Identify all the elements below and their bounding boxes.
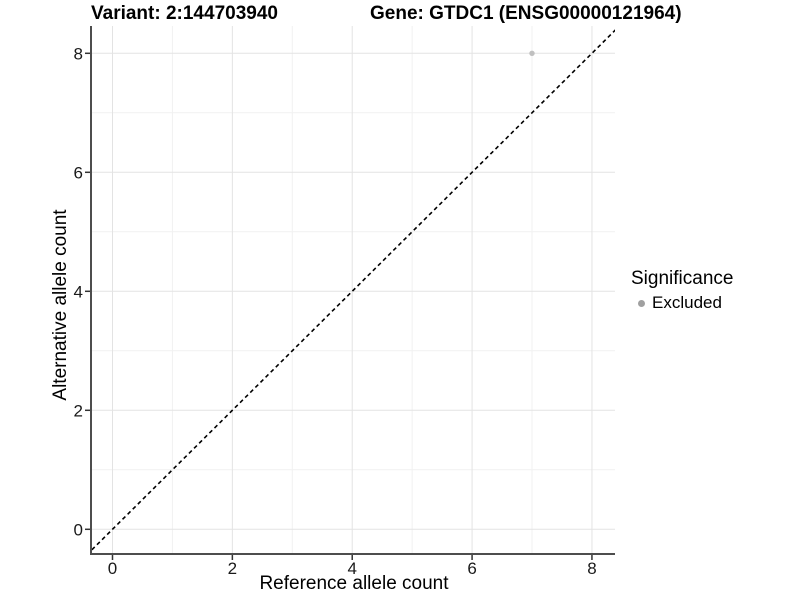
variant-title: Variant: 2:144703940 (91, 3, 278, 24)
excluded-point-icon (638, 299, 645, 307)
identity-reference-line (92, 29, 615, 551)
y-tick-label: 8 (74, 44, 83, 63)
y-tick-label: 6 (74, 163, 83, 182)
x-tick-label: 4 (347, 559, 356, 578)
x-tick-label: 8 (587, 559, 596, 578)
y-tick-label: 2 (74, 401, 83, 420)
y-tick-label: 0 (74, 520, 83, 539)
legend-item-excluded: Excluded (631, 293, 733, 313)
y-axis-title: Alternative allele count (50, 209, 71, 401)
gene-title: Gene: GTDC1 (ENSG00000121964) (370, 3, 682, 24)
x-tick-label: 0 (108, 559, 117, 578)
y-tick-label: 4 (74, 282, 83, 301)
legend-title: Significance (631, 268, 734, 289)
data-point (529, 50, 535, 56)
x-tick-label: 2 (228, 559, 237, 578)
x-axis-title: Reference allele count (259, 573, 449, 594)
legend: Significance Excluded (631, 267, 733, 313)
legend-item-label: Excluded (652, 293, 722, 312)
x-tick-label: 6 (467, 559, 476, 578)
